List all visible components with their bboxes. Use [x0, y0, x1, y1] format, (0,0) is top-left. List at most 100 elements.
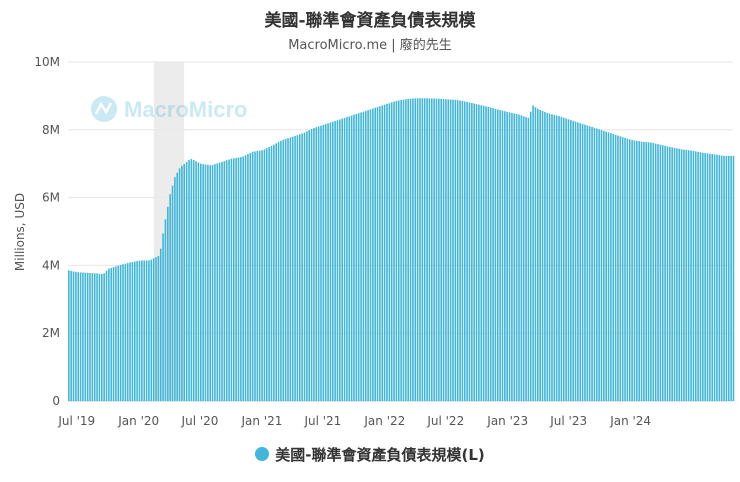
bar[interactable] [428, 98, 431, 401]
bar[interactable] [461, 101, 464, 402]
bar[interactable] [586, 125, 589, 402]
bar[interactable] [544, 111, 546, 402]
bar[interactable] [115, 266, 117, 401]
bar[interactable] [386, 103, 388, 401]
bar[interactable] [336, 120, 339, 401]
bar[interactable] [247, 154, 249, 401]
bar[interactable] [70, 270, 72, 401]
bar[interactable] [685, 149, 688, 401]
bar[interactable] [258, 150, 261, 401]
bar[interactable] [402, 99, 405, 402]
bar[interactable] [725, 155, 728, 401]
bar[interactable] [346, 117, 348, 401]
bar[interactable] [112, 267, 115, 401]
bar[interactable] [482, 105, 485, 401]
bar[interactable] [261, 150, 263, 401]
bar[interactable] [518, 114, 520, 402]
bar[interactable] [508, 112, 511, 402]
bar[interactable] [343, 117, 346, 401]
bar[interactable] [303, 132, 306, 401]
bar[interactable] [463, 101, 466, 401]
bar[interactable] [237, 157, 240, 401]
bar[interactable] [284, 138, 287, 402]
bar[interactable] [494, 108, 497, 402]
bar[interactable] [310, 129, 313, 401]
bar[interactable] [159, 248, 162, 401]
bar[interactable] [581, 123, 584, 401]
bar[interactable] [176, 172, 179, 401]
bar[interactable] [706, 153, 709, 401]
bar[interactable] [709, 153, 711, 401]
bar[interactable] [240, 157, 242, 401]
bar[interactable] [454, 99, 457, 402]
bar[interactable] [614, 134, 617, 401]
bar[interactable] [301, 133, 303, 401]
bar[interactable] [96, 273, 98, 401]
bar[interactable] [619, 136, 622, 401]
bar[interactable] [178, 168, 181, 401]
bar[interactable] [485, 106, 487, 401]
bar[interactable] [449, 99, 452, 402]
bar[interactable] [506, 111, 508, 401]
bar[interactable] [277, 142, 280, 401]
bar[interactable] [197, 162, 200, 401]
bar[interactable] [207, 164, 209, 401]
bar[interactable] [251, 151, 254, 401]
bar[interactable] [171, 185, 174, 401]
bar[interactable] [204, 164, 207, 401]
bar[interactable] [155, 257, 157, 401]
bar[interactable] [716, 154, 718, 401]
bar[interactable] [723, 155, 725, 401]
bar[interactable] [697, 151, 699, 401]
bar[interactable] [718, 155, 721, 401]
bar[interactable] [129, 262, 131, 401]
bar[interactable] [397, 100, 400, 402]
bar[interactable] [466, 101, 468, 401]
bar[interactable] [355, 114, 358, 401]
bar[interactable] [501, 110, 504, 401]
bar[interactable] [673, 147, 676, 401]
bar[interactable] [164, 219, 167, 401]
bar[interactable] [282, 139, 285, 401]
bar[interactable] [89, 272, 91, 401]
bar[interactable] [103, 273, 105, 401]
bar[interactable] [228, 159, 230, 401]
bar[interactable] [683, 149, 685, 401]
bar[interactable] [185, 161, 188, 401]
bar[interactable] [275, 143, 278, 402]
bar[interactable] [702, 152, 704, 401]
bar[interactable] [711, 154, 714, 401]
bar[interactable] [607, 132, 610, 402]
bar[interactable] [84, 272, 87, 401]
bar[interactable] [652, 143, 655, 401]
bar[interactable] [91, 273, 94, 401]
bar[interactable] [579, 123, 582, 401]
bar[interactable] [555, 115, 558, 401]
bar[interactable] [680, 149, 683, 401]
bar[interactable] [145, 260, 148, 401]
bar[interactable] [520, 115, 523, 401]
bar[interactable] [572, 120, 574, 401]
bar[interactable] [730, 155, 732, 401]
bar[interactable] [166, 206, 169, 401]
bar[interactable] [75, 271, 77, 401]
bar[interactable] [548, 113, 551, 401]
bar[interactable] [433, 98, 435, 401]
bar[interactable] [678, 148, 681, 401]
bar[interactable] [504, 111, 506, 402]
bar[interactable] [105, 270, 108, 401]
bar[interactable] [133, 261, 136, 401]
bar[interactable] [419, 98, 421, 402]
bar[interactable] [560, 116, 563, 402]
bar[interactable] [98, 273, 101, 401]
bar[interactable] [395, 100, 398, 402]
bar[interactable] [383, 104, 386, 401]
bar[interactable] [496, 109, 499, 402]
bar[interactable] [400, 100, 402, 401]
bar[interactable] [313, 127, 315, 402]
bar[interactable] [117, 265, 120, 401]
bar[interactable] [562, 117, 565, 402]
bar[interactable] [379, 106, 381, 401]
bar[interactable] [181, 165, 183, 401]
bar[interactable] [388, 103, 391, 402]
